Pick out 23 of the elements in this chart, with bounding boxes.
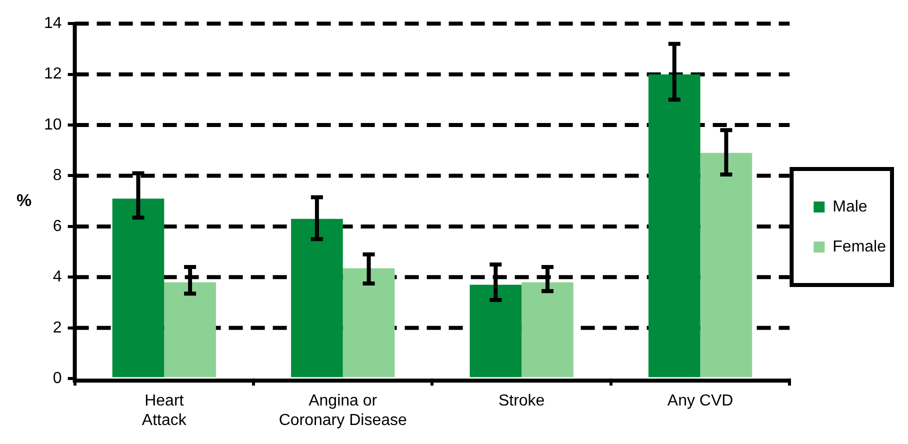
x-tick-label: Stroke (498, 392, 545, 410)
y-tick-label: 10 (44, 116, 62, 134)
y-tick-label: 8 (52, 167, 62, 184)
y-tick-label: 14 (44, 15, 62, 32)
y-tick-label: 6 (52, 218, 62, 235)
bar (470, 284, 522, 378)
bar (648, 74, 700, 378)
bar (164, 282, 216, 378)
bar (112, 198, 164, 378)
x-tick-label: Any CVD (667, 392, 734, 410)
x-tick-label: Heart Attack (142, 392, 188, 429)
legend-label: Female (832, 238, 886, 256)
bar (342, 268, 395, 378)
bar (291, 218, 343, 378)
bar (522, 282, 574, 378)
x-tick-label: Angina or Coronary Disease (278, 392, 407, 429)
y-axis-title: % (16, 190, 32, 210)
y-tick-label: 2 (52, 319, 62, 336)
legend-label: Male (832, 198, 868, 216)
y-tick-label: 12 (44, 66, 62, 83)
y-tick-label: 4 (52, 268, 62, 286)
bar (700, 152, 752, 378)
y-tick-label: 0 (52, 370, 62, 388)
